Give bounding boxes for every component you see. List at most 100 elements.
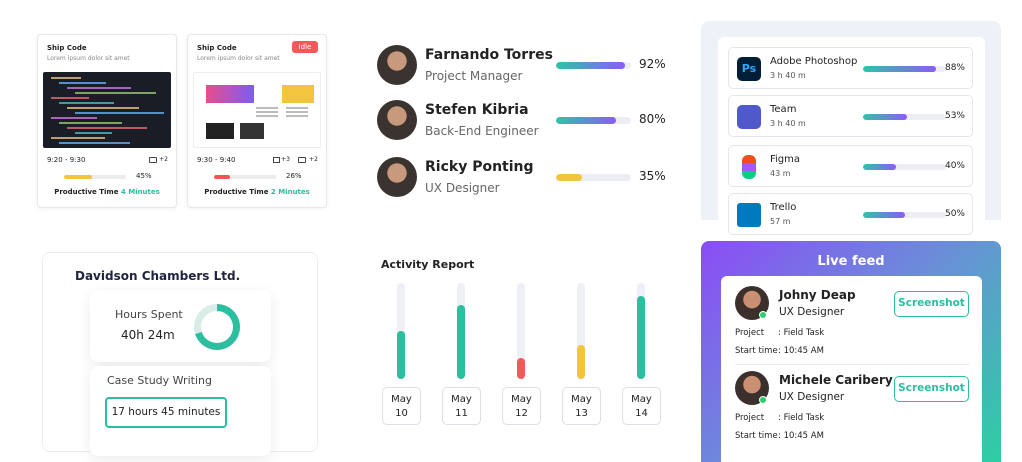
- app-item: Team 3 h 40 m 53%: [728, 95, 973, 137]
- app-name: Adobe Photoshop: [770, 56, 858, 67]
- progress-label: 80%: [639, 112, 666, 126]
- date-day: 11: [455, 408, 468, 419]
- progress-fill: [556, 62, 625, 69]
- card-title: Ship Code: [47, 44, 87, 52]
- app-time: 57 m: [770, 217, 791, 226]
- progress-fill: [556, 174, 583, 181]
- date-box: May 12: [502, 387, 541, 425]
- code-line: [51, 117, 97, 119]
- avatar: [377, 100, 417, 140]
- app-name: Trello: [770, 202, 797, 213]
- page-text: [256, 115, 278, 117]
- progress-fill: [64, 175, 92, 179]
- date-box: May 14: [622, 387, 661, 425]
- code-line: [59, 142, 130, 144]
- date-day: 14: [635, 408, 648, 419]
- start-value: : 10:45 AM: [778, 431, 824, 441]
- date-month: May: [391, 394, 412, 405]
- progress-fill: [214, 175, 231, 179]
- progress-track: [214, 175, 276, 179]
- feed-name: Johny Deap: [779, 288, 856, 302]
- card-subtitle: Lorem ipsum dolor sit amet: [47, 55, 130, 62]
- app-icon: [737, 203, 761, 227]
- page-block: [240, 123, 264, 139]
- page-block: [206, 123, 234, 139]
- usage-label: 53%: [944, 111, 965, 121]
- time-range: 9:30 - 9:40: [197, 156, 236, 164]
- screenshot-button[interactable]: Screenshot: [894, 376, 969, 402]
- page-text: [286, 107, 308, 109]
- feed-role: UX Designer: [779, 306, 845, 318]
- hours-card: Hours Spent 40h 24m: [90, 290, 271, 362]
- monitor-count: +2: [309, 156, 318, 163]
- feed-name: Michele Caribery: [779, 373, 893, 387]
- app-time: 3 h 40 m: [770, 119, 806, 128]
- page-banner: [206, 85, 254, 103]
- date-box: May 13: [562, 387, 601, 425]
- app-icon: Ps: [737, 57, 761, 81]
- app-item: Ps Adobe Photoshop 3 h 40 m 88%: [728, 47, 973, 89]
- productive-label: Productive Time: [204, 188, 269, 196]
- time-range: 9:20 - 9:30: [47, 156, 86, 164]
- start-label: Start time: [735, 346, 778, 356]
- productive-time: Productive Time 2 Minutes: [188, 188, 326, 196]
- productive-value: 4 Minutes: [120, 188, 160, 196]
- task-name: Case Study Writing: [107, 374, 212, 387]
- usage-label: 50%: [944, 209, 965, 219]
- person-name: Farnando Torres: [425, 47, 553, 63]
- date-month: May: [511, 394, 532, 405]
- activity-track: [637, 283, 645, 379]
- date-box: May 10: [382, 387, 421, 425]
- divider: [735, 364, 970, 365]
- date-month: May: [631, 394, 652, 405]
- code-line: [51, 77, 81, 79]
- project-label: Project: [735, 413, 765, 423]
- app-name: Figma: [770, 154, 801, 165]
- progress-track: [556, 62, 631, 69]
- date-month: May: [451, 394, 472, 405]
- activity-track: [517, 283, 525, 379]
- page-text: [256, 111, 278, 113]
- monitor-icon: [149, 157, 157, 163]
- productive-value: 2 Minutes: [270, 188, 310, 196]
- code-line: [67, 127, 147, 129]
- client-title: Davidson Chambers Ltd.: [75, 269, 241, 283]
- progress-track: [64, 175, 126, 179]
- avatar: [377, 45, 417, 85]
- card-subtitle: Lorem ipsum dolor sit amet: [197, 55, 280, 62]
- project-value: : Field Task: [778, 328, 825, 338]
- activity-track: [397, 283, 405, 379]
- progress-track: [863, 212, 946, 218]
- online-dot: [759, 396, 767, 404]
- activity-bar: [637, 296, 645, 379]
- date-month: May: [571, 394, 592, 405]
- app-icon: [742, 155, 756, 179]
- progress-label: 92%: [639, 57, 666, 71]
- card-title: Ship Code: [197, 44, 237, 52]
- idle-badge: Idle: [292, 41, 318, 53]
- start-label: Start time: [735, 431, 778, 441]
- image-count: +3: [281, 156, 290, 163]
- date-day: 10: [395, 408, 408, 419]
- progress-label: 26%: [286, 172, 302, 180]
- donut: [194, 304, 240, 350]
- activity-bar: [457, 305, 465, 379]
- task-card: Case Study Writing 17 hours 45 minutes: [90, 366, 271, 456]
- code-line: [59, 102, 114, 104]
- screenshot-button[interactable]: Screenshot: [894, 291, 969, 317]
- progress-label: 35%: [639, 169, 666, 183]
- code-line: [67, 107, 139, 109]
- app-time: 3 h 40 m: [770, 71, 806, 80]
- progress-fill: [863, 114, 907, 120]
- screenshot: [43, 72, 171, 148]
- productive-label: Productive Time: [54, 188, 119, 196]
- activity-title: Activity Report: [381, 258, 475, 271]
- person-role: Back-End Engineer: [425, 124, 539, 138]
- monitor-count: +2: [159, 156, 168, 163]
- start-value: : 10:45 AM: [778, 346, 824, 356]
- page-text: [256, 107, 278, 109]
- ship-card: Ship Code Lorem ipsum dolor sit amet Idle 9…: [187, 34, 327, 208]
- productive-time: Productive Time 4 Minutes: [38, 188, 176, 196]
- progress-track: [556, 117, 631, 124]
- activity-track: [577, 283, 585, 379]
